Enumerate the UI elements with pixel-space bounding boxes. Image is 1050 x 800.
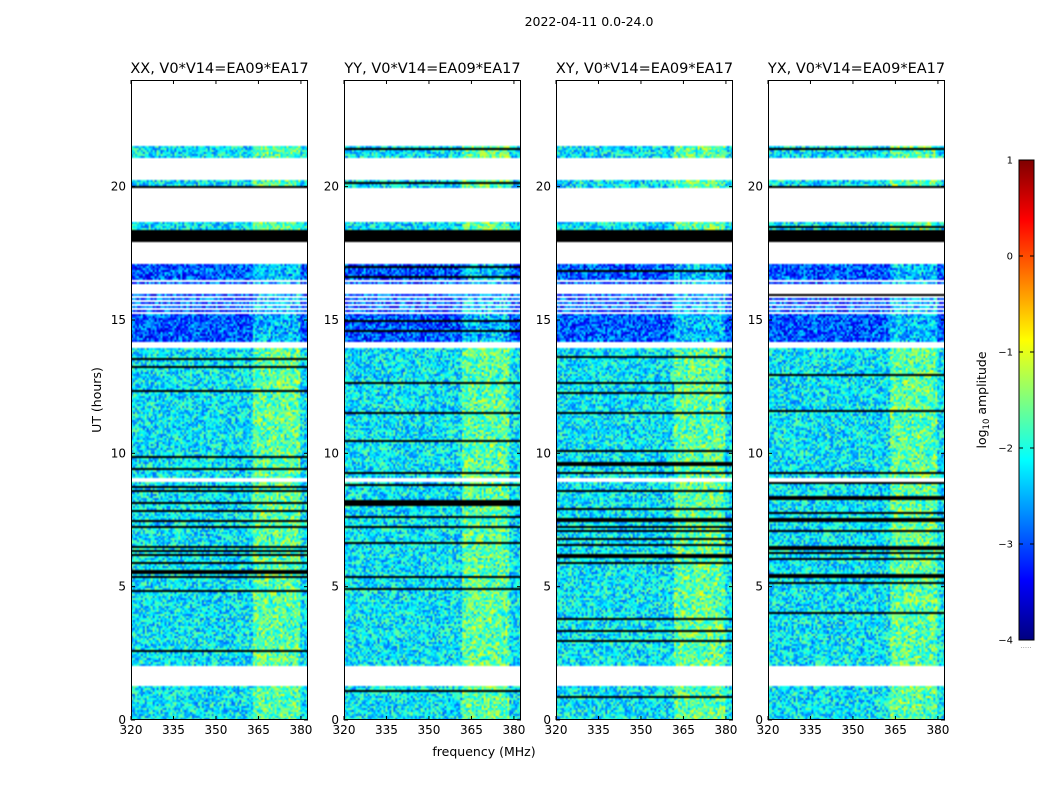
- y-tick-label: 5: [543, 580, 551, 594]
- panel-1: XX, V0*V14=EA09*EA17 320 335 350 365 380 0 5 10 1…: [111, 61, 313, 737]
- colorbar-tick-label: −2: [998, 444, 1013, 455]
- y-tick-label: 0: [543, 713, 551, 727]
- colorbar-gradient: [1018, 159, 1035, 641]
- y-tick-label: 10: [536, 446, 551, 460]
- panels-group: XX, V0*V14=EA09*EA17 320 335 350 365 380 0 5 10 1…: [111, 61, 950, 737]
- panel-title: YX, V0*V14=EA09*EA17: [767, 61, 945, 77]
- x-tick-label: 380: [289, 723, 312, 737]
- colorbar-tick-label: 0: [1007, 252, 1013, 263]
- y-tick-label: 10: [748, 446, 763, 460]
- heatmap-image: [556, 80, 733, 720]
- x-axis-label: frequency (MHz): [432, 744, 535, 759]
- colorbar-tick-label: −3: [998, 540, 1013, 551]
- panel-title: XX, V0*V14=EA09*EA17: [130, 61, 308, 77]
- y-tick-label: 15: [111, 313, 126, 327]
- x-tick-label: 380: [502, 723, 525, 737]
- y-tick-label: 20: [536, 180, 551, 194]
- x-tick-label: 380: [926, 723, 949, 737]
- y-tick-label: 20: [111, 180, 126, 194]
- colorbar-tick-label: −4: [998, 636, 1013, 647]
- x-tick-label: 350: [418, 723, 441, 737]
- x-tick-label: 350: [842, 723, 865, 737]
- x-tick-label: 335: [799, 723, 822, 737]
- x-tick-label: 335: [587, 723, 610, 737]
- x-tick-label: 365: [672, 723, 695, 737]
- x-tick-label: 350: [630, 723, 653, 737]
- axes-frame: [344, 80, 521, 720]
- x-tick-label: 320: [757, 723, 780, 737]
- axes-frame: [768, 80, 945, 720]
- figure-title: 2022-04-11 0.0-24.0: [525, 14, 654, 29]
- x-tick-label: 335: [162, 723, 185, 737]
- y-tick-label: 10: [324, 446, 339, 460]
- x-tick-label: 365: [247, 723, 270, 737]
- y-tick-label: 0: [755, 713, 763, 727]
- y-tick-label: 5: [118, 580, 126, 594]
- heatmap-image: [131, 80, 308, 720]
- y-tick-label: 15: [748, 313, 763, 327]
- colorbar-dots: .....: [1020, 642, 1031, 650]
- colorbar: 1 0 −1 −2 −3 −4 log10 amplitude .....: [974, 156, 1035, 650]
- x-tick-label: 365: [460, 723, 483, 737]
- y-tick-label: 15: [536, 313, 551, 327]
- colorbar-tick-label: −1: [998, 348, 1013, 359]
- colorbar-tick-label: 1: [1007, 156, 1013, 167]
- heatmap-image: [344, 80, 521, 720]
- axes-frame: [131, 80, 308, 720]
- panel-3: XY, V0*V14=EA09*EA17 320 335 350 365 380 0 5 10 1…: [536, 61, 738, 737]
- y-tick-label: 0: [118, 713, 126, 727]
- y-tick-label: 10: [111, 446, 126, 460]
- panel-title: YY, V0*V14=EA09*EA17: [343, 61, 520, 77]
- x-tick-label: 320: [120, 723, 143, 737]
- x-tick-label: 335: [375, 723, 398, 737]
- panel-title: XY, V0*V14=EA09*EA17: [556, 61, 733, 77]
- y-tick-label: 15: [324, 313, 339, 327]
- y-axis-label: UT (hours): [89, 367, 104, 433]
- x-tick-label: 320: [545, 723, 568, 737]
- x-tick-label: 350: [205, 723, 228, 737]
- panel-4: YX, V0*V14=EA09*EA17 320 335 350 365 380 0 5 10 1…: [748, 61, 950, 737]
- y-tick-label: 5: [755, 580, 763, 594]
- y-tick-label: 0: [331, 713, 339, 727]
- colorbar-label: log10 amplitude: [974, 351, 992, 448]
- x-tick-label: 380: [714, 723, 737, 737]
- panel-2: YY, V0*V14=EA09*EA17 320 335 350 365 380 0 5 10 1…: [324, 61, 526, 737]
- y-tick-label: 20: [324, 180, 339, 194]
- x-tick-label: 365: [884, 723, 907, 737]
- y-tick-label: 20: [748, 180, 763, 194]
- x-tick-label: 320: [333, 723, 356, 737]
- heatmap-image: [768, 80, 945, 720]
- axes-frame: [556, 80, 733, 720]
- y-tick-label: 5: [331, 580, 339, 594]
